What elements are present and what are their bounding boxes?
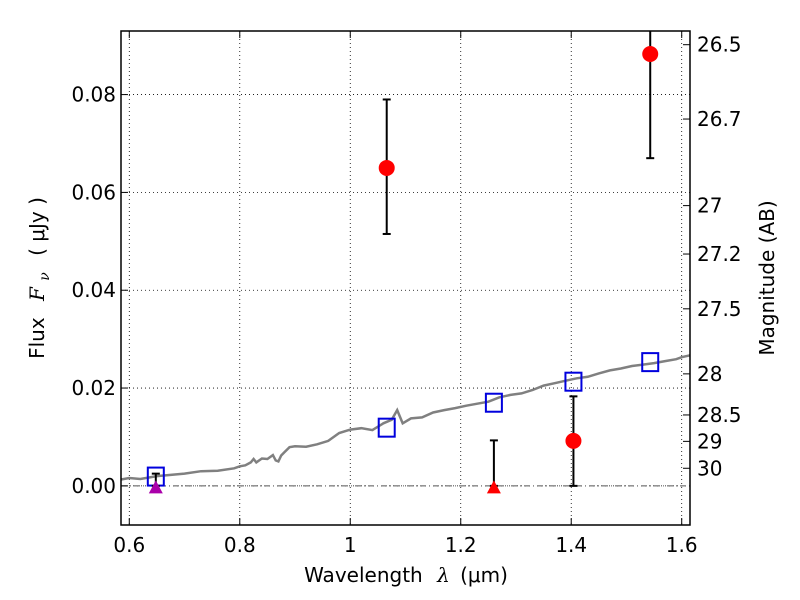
y-tick-label: 0.00 (71, 474, 116, 498)
y-axis-label-unit: ( μJy ) (25, 197, 49, 256)
y2-tick-label: 26.5 (697, 33, 742, 57)
y-tick-label: 0.08 (71, 83, 116, 107)
grid (121, 31, 690, 525)
model-points (146, 352, 660, 487)
y2-tick-label: 27.5 (697, 297, 742, 321)
error-bars (151, 31, 655, 487)
tick-labels: 0.6 0.8 1 1.2 1.4 1.6 0.00 0.02 0.04 0.06 0.08 26.5… (71, 33, 741, 557)
detection-point (378, 159, 395, 176)
x-axis-label-unit: (μm) (460, 563, 508, 587)
y-axis-label-symbol: F (25, 286, 49, 302)
model-point-box (377, 417, 396, 438)
upper-limit-triangle (148, 480, 163, 494)
y2-tick-label: 30 (697, 456, 722, 480)
y-tick-label: 0.06 (71, 180, 116, 204)
y-tick-label: 0.02 (71, 376, 116, 400)
y2-axis-label: Magnitude (AB) (755, 200, 779, 355)
y-axis-label: Flux F ν ( μJy ) (25, 197, 54, 359)
x-tick-label: 0.8 (224, 533, 256, 557)
tick-marks (121, 31, 690, 525)
x-axis-label-symbol: λ (436, 563, 450, 587)
y-axis-label-symbol-sub: ν (37, 272, 53, 281)
sed-model-curve (120, 354, 691, 481)
y2-tick-label: 26.7 (697, 107, 742, 131)
y2-tick-label: 28.5 (697, 403, 742, 427)
model-point-box (641, 352, 660, 373)
x-axis-label-prefix: Wavelength (304, 563, 423, 587)
y2-tick-label: 28 (697, 362, 722, 386)
y2-tick-label: 27.2 (697, 242, 742, 266)
x-tick-label: 1.6 (666, 533, 698, 557)
x-tick-label: 0.6 (113, 533, 145, 557)
model-point-box (564, 371, 583, 392)
y2-tick-label: 29 (697, 429, 722, 453)
x-tick-label: 1.4 (555, 533, 587, 557)
model-point-box (484, 392, 503, 413)
y-tick-label: 0.04 (71, 278, 116, 302)
x-axis-label: Wavelength λ (μm) (304, 563, 508, 587)
y-axis-label-prefix: Flux (25, 317, 49, 359)
x-tick-label: 1.2 (445, 533, 477, 557)
x-tick-label: 1 (344, 533, 357, 557)
plot-frame (120, 30, 691, 526)
sed-curve-line (120, 354, 691, 481)
detection-point (565, 432, 582, 449)
y2-tick-label: 27 (697, 194, 722, 218)
detection-point (642, 45, 659, 62)
upper-limit-triangle (486, 480, 501, 494)
data-markers (148, 45, 659, 494)
